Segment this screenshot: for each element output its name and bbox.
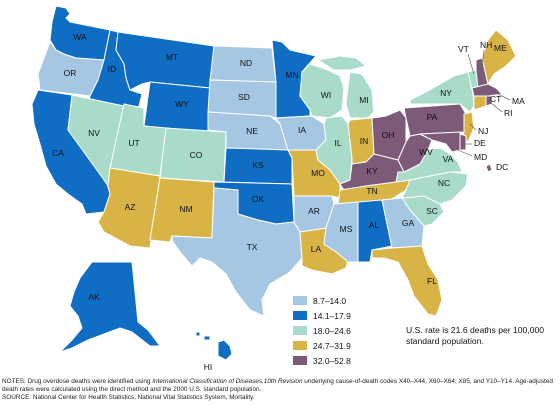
notes-suffix: underlying cause-of-death codes X40–X44,… <box>2 378 553 393</box>
state-label-WA: WA <box>73 32 87 42</box>
state-label-MO: MO <box>311 168 325 178</box>
state-label-MI: MI <box>359 95 368 105</box>
legend-row: 32.0–52.8 <box>293 353 433 368</box>
state-SD <box>207 79 277 119</box>
state-label-KS: KS <box>252 160 264 170</box>
legend-label: 14.1–17.9 <box>313 310 351 321</box>
state-label-WY: WY <box>175 99 189 109</box>
state-label-ND: ND <box>240 58 252 68</box>
state-label-HI: HI <box>204 362 213 372</box>
state-label-NY: NY <box>440 88 452 98</box>
state-DE <box>459 133 467 151</box>
state-label-AR: AR <box>308 206 320 216</box>
state-label-FL: FL <box>427 276 437 286</box>
legend-label: 24.7–31.9 <box>313 340 351 351</box>
state-label-AK: AK <box>88 292 100 302</box>
state-DC <box>485 163 493 173</box>
state-label-CA: CA <box>52 148 64 158</box>
state-label-VA: VA <box>443 154 454 164</box>
state-MD <box>419 131 461 153</box>
state-label-NH: NH <box>480 40 492 50</box>
us-choropleth-map: WA OR CA ID NV MT WY UT CO AZ NM ND SD NE KS OK TX MN IA MO… <box>31 5 525 372</box>
legend-swatch <box>293 356 307 365</box>
state-HI <box>195 331 233 361</box>
state-label-NJ: NJ <box>478 126 488 136</box>
state-TX <box>171 187 303 317</box>
notes-prefix: NOTES: Drug overdose deaths were identif… <box>2 378 153 385</box>
state-label-PA: PA <box>427 112 438 122</box>
state-label-TX: TX <box>247 242 258 252</box>
legend-row: 18.0–24.6 <box>293 323 433 338</box>
state-label-NM: NM <box>179 204 192 214</box>
state-label-MN: MN <box>285 70 298 80</box>
state-label-GA: GA <box>402 218 415 228</box>
state-label-WI: WI <box>321 90 331 100</box>
state-label-NV: NV <box>88 128 100 138</box>
state-label-TN: TN <box>366 186 377 196</box>
leader-lines <box>457 49 511 157</box>
state-label-IL: IL <box>334 138 341 148</box>
state-NJ <box>461 111 475 143</box>
state-AK <box>59 261 161 353</box>
state-label-CT: CT <box>490 94 501 104</box>
state-label-KY: KY <box>366 166 378 176</box>
state-label-SD: SD <box>238 92 250 102</box>
legend-swatch <box>293 326 307 335</box>
state-KS <box>223 147 293 185</box>
state-label-UT: UT <box>128 138 139 148</box>
state-IL <box>315 115 353 185</box>
legend-row: 8.7–14.0 <box>293 293 433 308</box>
state-label-ID: ID <box>108 64 117 74</box>
state-FL <box>371 245 443 317</box>
state-label-OR: OR <box>64 68 77 78</box>
state-CT <box>473 95 487 111</box>
state-label-DE: DE <box>474 138 486 148</box>
state-ME <box>481 29 517 85</box>
state-label-OH: OH <box>382 130 395 140</box>
state-label-VT: VT <box>458 44 469 54</box>
legend-swatch <box>293 296 307 305</box>
state-label-DC: DC <box>496 162 508 172</box>
state-label-MT: MT <box>166 52 178 62</box>
state-label-AZ: AZ <box>125 202 136 212</box>
state-label-NC: NC <box>438 178 450 188</box>
state-label-MA: MA <box>512 96 525 106</box>
state-label-WV: WV <box>419 147 433 157</box>
state-label-MS: MS <box>340 224 353 234</box>
state-label-CO: CO <box>190 150 203 160</box>
legend-swatch <box>293 311 307 320</box>
state-label-OK: OK <box>252 194 265 204</box>
state-MI-upper <box>317 55 367 71</box>
legend-swatch <box>293 341 307 350</box>
state-label-NE: NE <box>246 126 258 136</box>
legend-row: 14.1–17.9 <box>293 308 433 323</box>
us-rate-note: U.S. rate is 21.6 deaths per 100,000 sta… <box>406 325 545 346</box>
state-label-IN: IN <box>360 136 369 146</box>
state-label-IA: IA <box>298 125 306 135</box>
state-label-ME: ME <box>494 43 507 53</box>
notes-source: SOURCE: National Center for Health Stati… <box>2 394 255 401</box>
state-label-RI: RI <box>504 108 513 118</box>
notes-icd-title: International Classification of Diseases… <box>152 378 303 385</box>
state-label-AL: AL <box>369 220 380 230</box>
legend-row: 24.7–31.9 <box>293 338 433 353</box>
legend-label: 32.0–52.8 <box>313 355 351 366</box>
state-label-SC: SC <box>426 206 438 216</box>
legend: 8.7–14.0 14.1–17.9 18.0–24.6 24.7–31.9 3… <box>293 293 433 368</box>
legend-label: 8.7–14.0 <box>313 295 347 306</box>
footnotes: NOTES: Drug overdose deaths were identif… <box>2 378 558 402</box>
state-label-LA: LA <box>311 244 322 254</box>
state-label-MD: MD <box>474 152 487 162</box>
legend-label: 18.0–24.6 <box>313 325 351 336</box>
